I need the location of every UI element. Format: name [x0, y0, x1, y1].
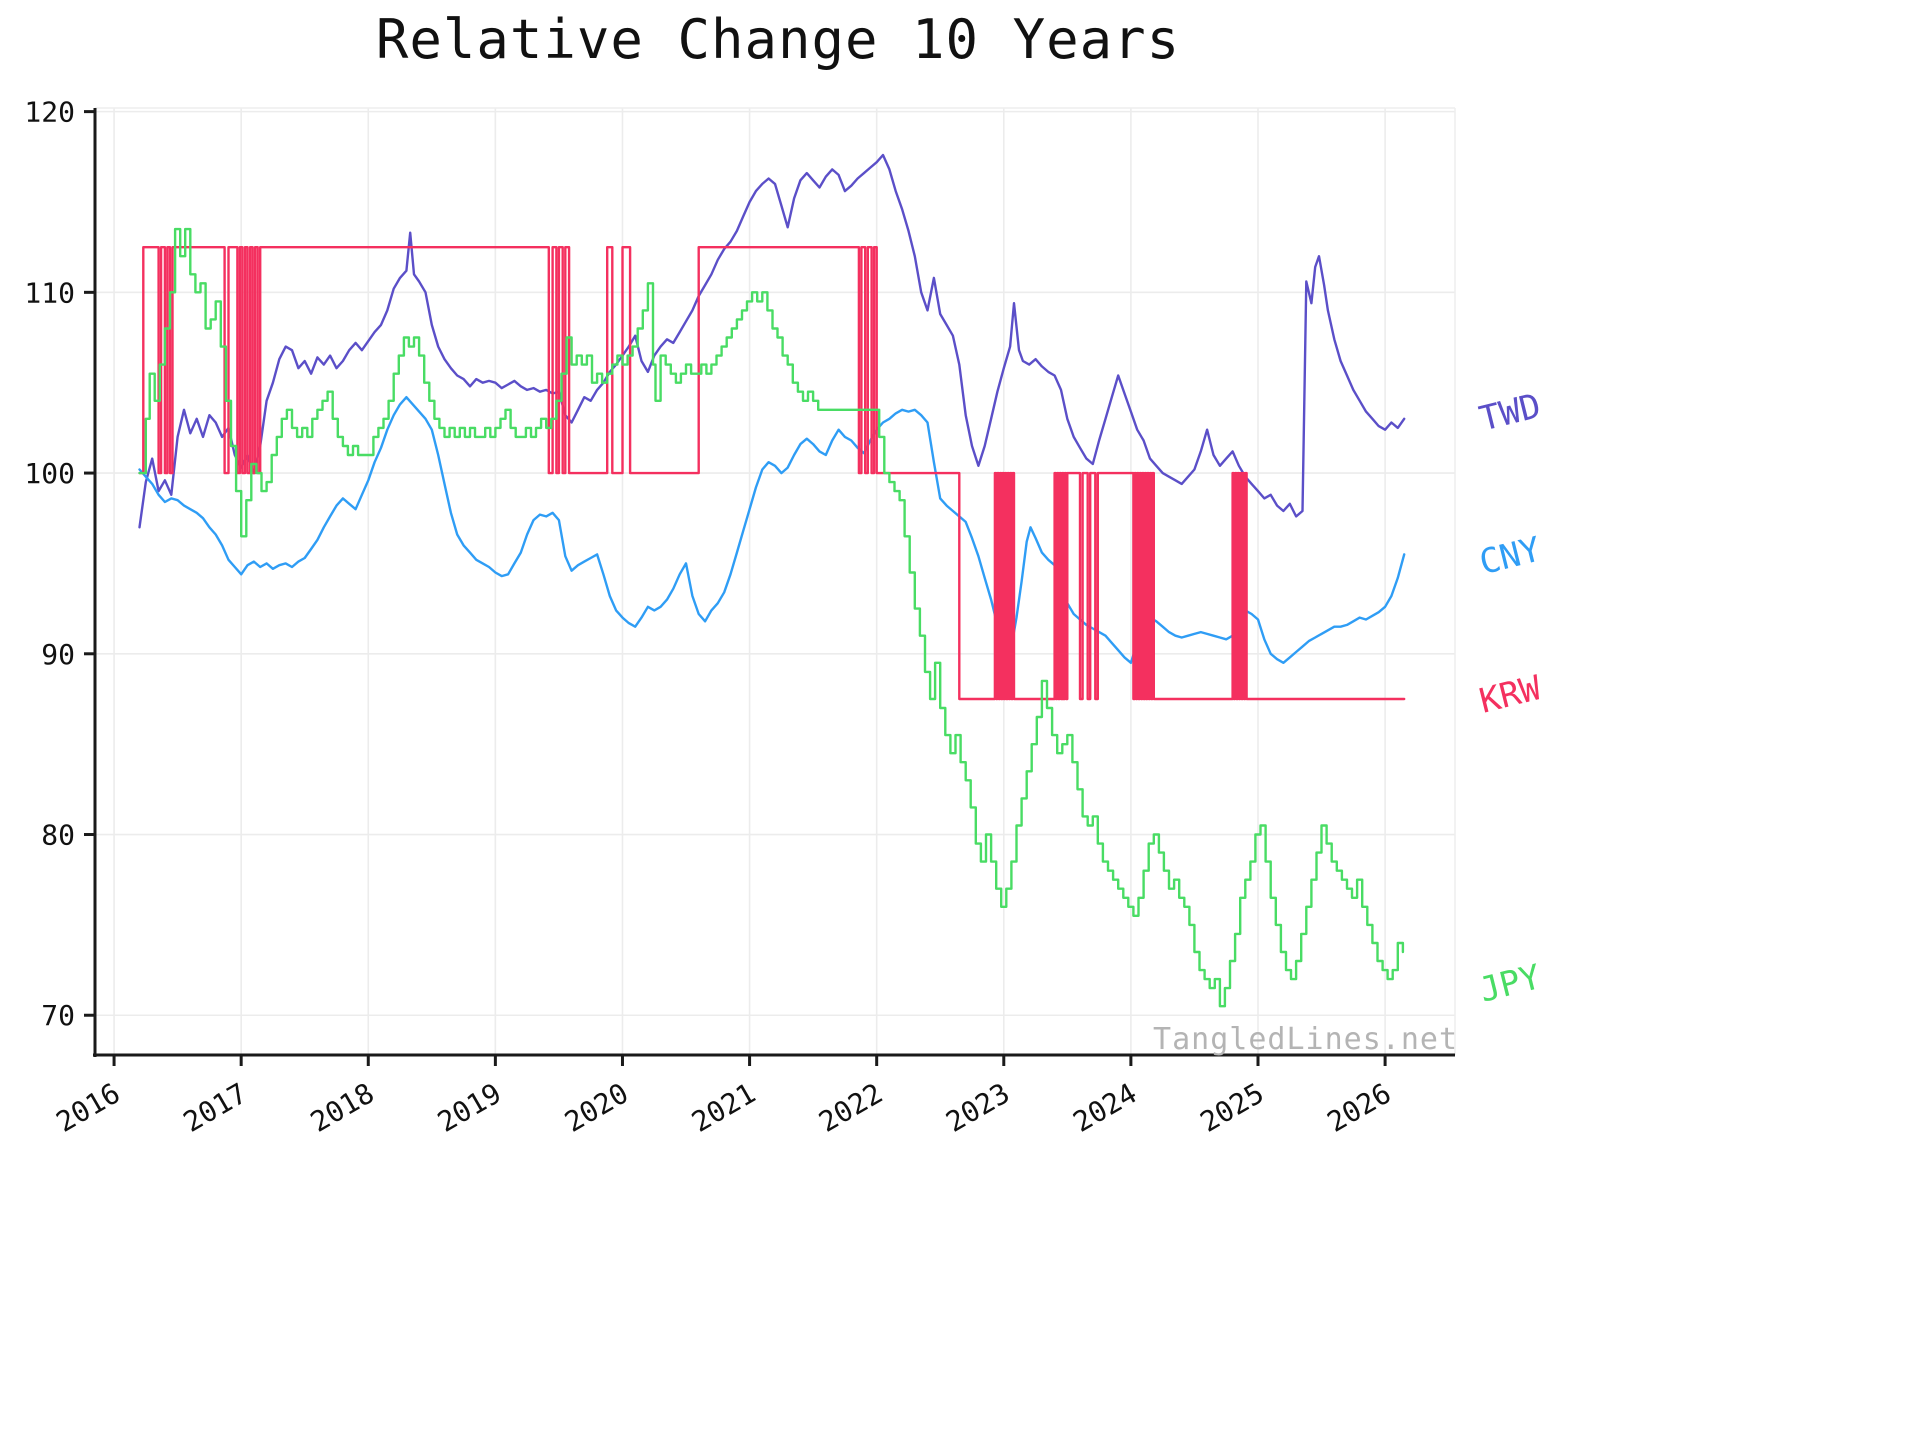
x-tick-label: 2023 — [940, 1076, 1015, 1138]
series-label-twd: TWD — [1476, 386, 1545, 440]
watermark-text: TangledLines.net — [1153, 1022, 1458, 1057]
series-label-cny: CNY — [1476, 529, 1545, 583]
series-line-cny — [138, 396, 1406, 664]
series-line-twd — [138, 153, 1406, 529]
x-tick-label: 2020 — [559, 1076, 634, 1138]
y-tick-label: 100 — [24, 457, 75, 490]
x-tick-label: 2016 — [51, 1076, 126, 1138]
series-label-krw: KRW — [1476, 668, 1546, 722]
series-label-jpy: JPY — [1476, 957, 1545, 1011]
x-tick-label: 2026 — [1322, 1076, 1397, 1138]
x-tick-label: 2022 — [813, 1076, 888, 1138]
x-tick-label: 2017 — [178, 1076, 253, 1138]
x-tick-label: 2019 — [432, 1076, 507, 1138]
y-tick-label: 90 — [41, 638, 75, 671]
y-tick-label: 70 — [41, 999, 75, 1032]
y-tick-label: 110 — [24, 276, 75, 309]
series-line-jpy — [138, 227, 1405, 1008]
x-tick-label: 2025 — [1195, 1076, 1270, 1138]
series-line-krw — [138, 246, 1406, 701]
y-tick-label: 80 — [41, 819, 75, 852]
x-tick-label: 2021 — [686, 1076, 761, 1138]
chart-title: Relative Change 10 Years — [375, 8, 1181, 71]
x-tick-label: 2024 — [1067, 1076, 1142, 1138]
plot-area — [95, 108, 1455, 1055]
y-tick-label: 120 — [24, 96, 75, 129]
x-tick-label: 2018 — [305, 1076, 380, 1138]
